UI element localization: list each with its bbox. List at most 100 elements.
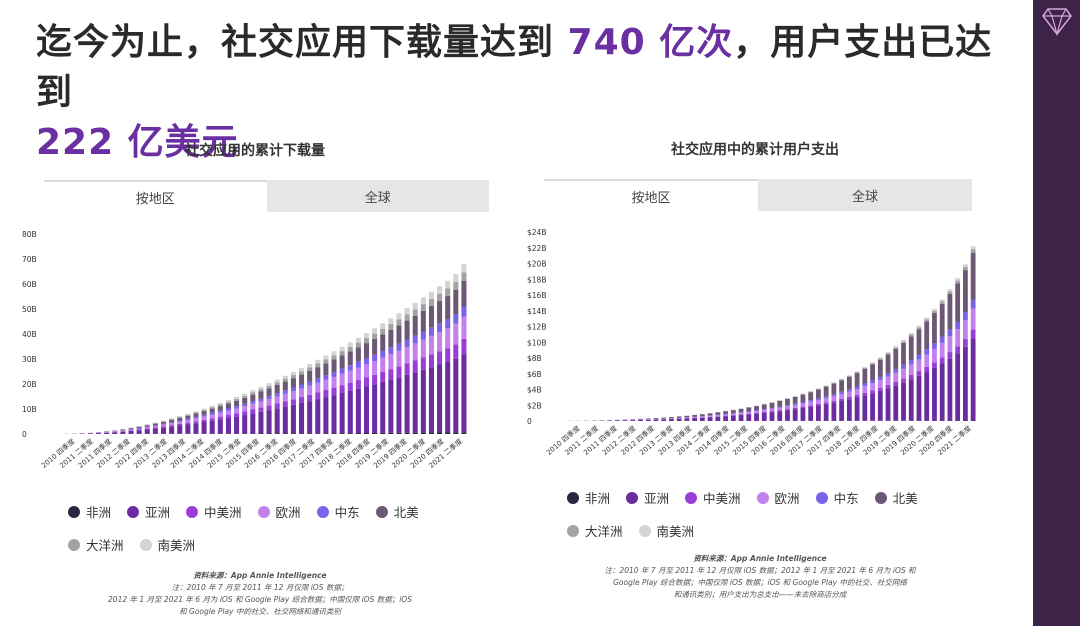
bar-segment	[299, 433, 305, 434]
bar-segment	[939, 342, 945, 358]
legend-label: 亚洲	[644, 491, 670, 506]
bar-segment	[404, 374, 410, 433]
bar-segment	[225, 400, 231, 402]
bar-segment	[437, 301, 443, 324]
bar-stack	[185, 413, 191, 434]
legend-dot-icon	[68, 505, 80, 518]
bar-segment	[404, 314, 410, 321]
bar-segment	[862, 386, 868, 393]
bar-segment	[877, 387, 883, 391]
bar-segment	[754, 411, 759, 413]
bar-segment	[274, 408, 280, 434]
bar-segment	[225, 403, 231, 409]
bar-segment	[225, 401, 231, 404]
bar-stack	[266, 383, 272, 434]
bar-segment	[893, 369, 899, 373]
bar-segment	[160, 424, 167, 427]
bar-segment	[160, 426, 167, 428]
legend-item: 大洋洲	[567, 521, 623, 540]
bar-segment	[169, 425, 175, 427]
bar-segment	[363, 386, 370, 433]
bar-segment	[854, 373, 860, 387]
bar-segment	[185, 418, 191, 421]
bar-segment	[908, 333, 914, 335]
bar-segment	[136, 428, 142, 430]
bar-segment	[901, 342, 906, 365]
bar-segment	[816, 405, 821, 421]
bar-segment	[185, 422, 191, 425]
tab-by-region[interactable]: 按地区	[44, 180, 267, 212]
bar-stack	[862, 366, 868, 421]
bar-segment	[258, 407, 264, 412]
bar-stack	[136, 426, 142, 434]
bar-segment	[800, 403, 806, 407]
bar-segment	[831, 382, 837, 384]
bar-segment	[144, 427, 150, 429]
bar-segment	[266, 388, 272, 396]
bar-stack	[707, 412, 713, 421]
bar-segment	[160, 427, 167, 434]
bar-stack	[901, 339, 906, 421]
bar-segment	[453, 323, 459, 345]
bar-segment	[412, 335, 418, 344]
bar-segment	[404, 432, 410, 434]
bar-segment	[372, 432, 378, 434]
bar-segment	[932, 367, 937, 421]
bar-segment	[792, 407, 798, 410]
bar-segment	[250, 409, 256, 414]
bar-stack	[347, 342, 353, 434]
bar-segment	[754, 413, 759, 421]
bar-segment	[185, 413, 191, 415]
bar-segment	[962, 312, 968, 321]
bar-segment	[777, 407, 783, 411]
bar-segment	[339, 373, 345, 386]
bar-segment	[661, 419, 667, 421]
bar-segment	[315, 433, 321, 434]
bar-segment	[962, 266, 968, 271]
legend-dot-icon	[257, 505, 270, 518]
bar-segment	[152, 425, 158, 427]
bar-segment	[242, 395, 248, 398]
bar-segment	[461, 281, 467, 307]
spend-tabs: 按地区 全球	[544, 179, 972, 211]
bar-segment	[396, 350, 402, 367]
y-tick-label: $14B	[527, 307, 546, 316]
bar-segment	[209, 418, 215, 421]
bar-segment	[870, 364, 875, 381]
bar-stack	[412, 302, 418, 434]
bar-segment	[746, 414, 752, 421]
bar-segment	[445, 432, 451, 434]
bar-segment	[453, 282, 459, 290]
bar-segment	[355, 433, 361, 434]
bar-segment	[924, 321, 930, 350]
bar-segment	[885, 384, 891, 389]
bar-stack	[754, 405, 759, 421]
bar-segment	[723, 416, 728, 421]
bar-segment	[193, 412, 199, 414]
bar-segment	[347, 370, 353, 383]
tab-global[interactable]: 全球	[758, 179, 972, 211]
bar-stack	[599, 420, 605, 421]
bar-segment	[437, 351, 443, 365]
bar-segment	[282, 378, 288, 382]
bar-segment	[347, 346, 353, 352]
bar-segment	[282, 406, 288, 434]
bar-segment	[307, 394, 313, 402]
source-heading: 资料来源：App Annie Intelligence	[193, 571, 327, 580]
bar-segment	[290, 399, 296, 405]
bar-segment	[939, 301, 945, 304]
tab-global[interactable]: 全球	[266, 180, 489, 212]
bar-segment	[347, 390, 353, 434]
source-line: 注：2010 年 7 月至 2011 年 12 月仅限 iOS 数据；2012 …	[604, 566, 916, 575]
bar-segment	[453, 314, 459, 324]
bar-segment	[339, 351, 345, 356]
bar-segment	[169, 423, 175, 426]
bar-segment	[445, 361, 451, 433]
bar-segment	[461, 264, 467, 273]
bar-segment	[437, 293, 443, 302]
tab-by-region[interactable]: 按地区	[544, 179, 758, 211]
bar-stack	[684, 415, 690, 421]
bar-segment	[932, 348, 937, 363]
legend-label: 中美洲	[204, 505, 242, 520]
bar-segment	[955, 278, 961, 281]
